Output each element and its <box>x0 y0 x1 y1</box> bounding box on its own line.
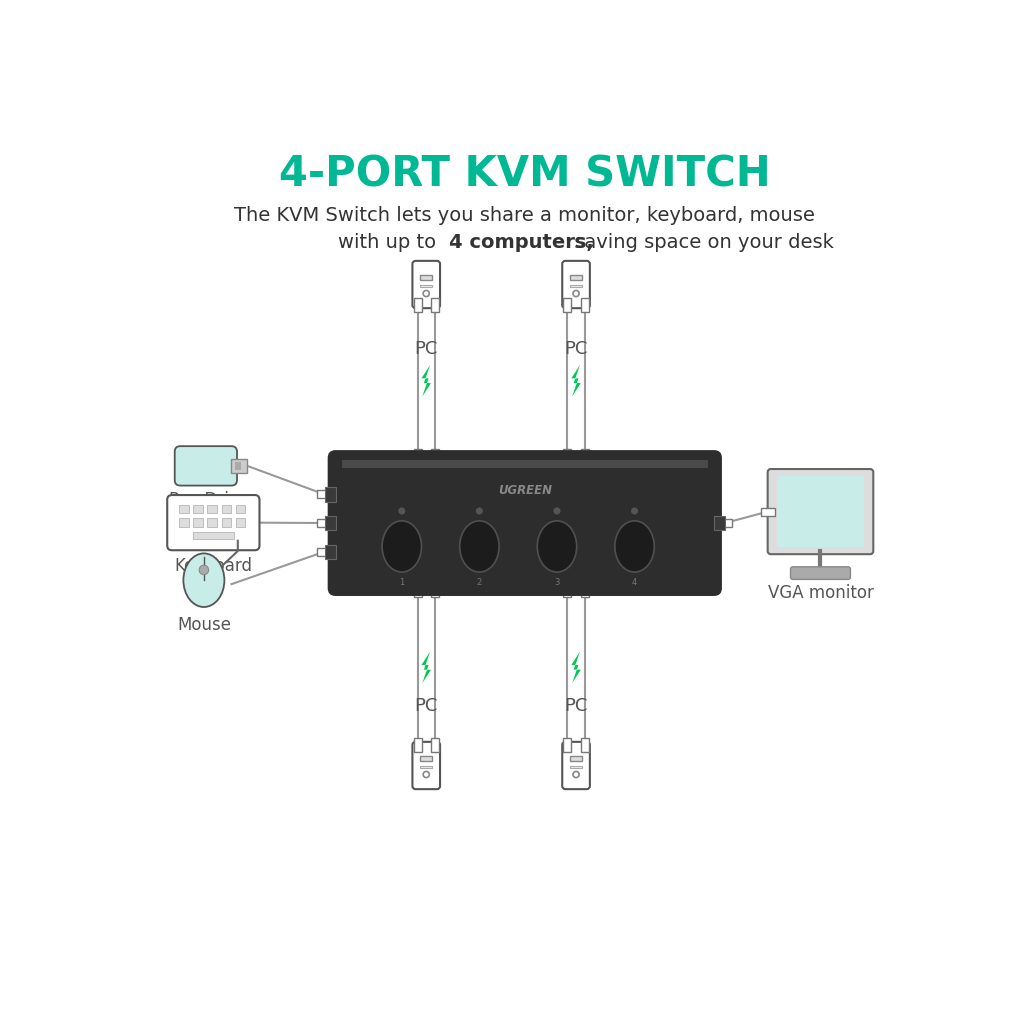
Text: VGA monitor: VGA monitor <box>768 584 873 602</box>
Polygon shape <box>422 365 431 396</box>
Bar <box>570 756 582 761</box>
Bar <box>414 298 422 312</box>
Circle shape <box>476 508 483 514</box>
FancyBboxPatch shape <box>328 451 722 596</box>
Bar <box>761 508 775 515</box>
FancyBboxPatch shape <box>562 261 590 308</box>
Ellipse shape <box>614 521 654 572</box>
FancyBboxPatch shape <box>562 741 590 790</box>
Bar <box>414 583 422 597</box>
Bar <box>581 450 589 464</box>
Circle shape <box>573 291 580 297</box>
Bar <box>581 298 589 312</box>
Bar <box>570 766 582 768</box>
Bar <box>777 476 864 547</box>
Bar <box>431 450 439 464</box>
Ellipse shape <box>382 521 422 572</box>
Bar <box>414 450 422 464</box>
Ellipse shape <box>538 521 577 572</box>
Bar <box>234 462 241 470</box>
Ellipse shape <box>183 553 224 607</box>
Text: saving space on your desk: saving space on your desk <box>568 233 834 252</box>
Text: 3: 3 <box>554 579 560 587</box>
Text: Pen Drive: Pen Drive <box>169 490 250 509</box>
Text: PC: PC <box>564 340 588 358</box>
Text: PC: PC <box>415 697 438 716</box>
Bar <box>581 583 589 597</box>
Text: 4: 4 <box>632 579 637 587</box>
Bar <box>563 583 571 597</box>
FancyBboxPatch shape <box>167 495 259 550</box>
Bar <box>718 519 732 527</box>
Ellipse shape <box>460 521 499 572</box>
Text: 2: 2 <box>477 579 482 587</box>
Bar <box>563 450 571 464</box>
FancyBboxPatch shape <box>768 469 873 554</box>
Text: 4 computers,: 4 computers, <box>450 233 594 252</box>
Text: Mouse: Mouse <box>177 616 230 634</box>
Bar <box>421 756 432 761</box>
Bar <box>431 298 439 312</box>
Bar <box>325 516 336 530</box>
FancyBboxPatch shape <box>413 741 440 790</box>
Bar <box>570 285 582 287</box>
Bar <box>414 738 422 752</box>
Bar <box>179 505 188 513</box>
Bar <box>221 518 231 526</box>
Bar <box>194 505 203 513</box>
Bar <box>431 738 439 752</box>
Bar <box>236 518 246 526</box>
Text: The KVM Switch lets you share a monitor, keyboard, mouse: The KVM Switch lets you share a monitor,… <box>234 207 815 225</box>
Bar <box>325 487 336 502</box>
Circle shape <box>553 508 560 514</box>
Polygon shape <box>571 365 581 396</box>
Bar <box>317 490 332 499</box>
Bar <box>194 518 203 526</box>
Text: PC: PC <box>564 697 588 716</box>
Bar <box>714 516 725 530</box>
Text: with up to: with up to <box>338 233 442 252</box>
Circle shape <box>423 291 429 297</box>
Bar <box>179 518 188 526</box>
FancyBboxPatch shape <box>175 446 237 485</box>
Text: 1: 1 <box>399 579 404 587</box>
Bar <box>421 766 432 768</box>
Bar <box>421 285 432 287</box>
Text: UGREEN: UGREEN <box>498 484 552 497</box>
Bar <box>236 505 246 513</box>
Bar <box>208 505 217 513</box>
Bar <box>570 275 582 280</box>
Bar <box>317 519 332 527</box>
Bar <box>581 738 589 752</box>
FancyBboxPatch shape <box>791 567 851 580</box>
Bar <box>317 548 332 556</box>
Bar <box>193 532 233 540</box>
Bar <box>221 505 231 513</box>
Polygon shape <box>422 651 431 683</box>
Bar <box>421 275 432 280</box>
Bar <box>563 738 571 752</box>
Circle shape <box>423 771 429 777</box>
Bar <box>208 518 217 526</box>
Circle shape <box>398 508 406 514</box>
Circle shape <box>573 771 580 777</box>
Polygon shape <box>571 651 581 683</box>
Text: 4-PORT KVM SWITCH: 4-PORT KVM SWITCH <box>279 154 771 196</box>
FancyBboxPatch shape <box>413 261 440 308</box>
Circle shape <box>199 565 209 574</box>
Text: Keyboard: Keyboard <box>174 557 252 575</box>
Bar <box>342 460 708 468</box>
Text: PC: PC <box>415 340 438 358</box>
Bar <box>431 583 439 597</box>
Bar <box>231 459 247 473</box>
Circle shape <box>631 508 638 514</box>
Bar <box>563 298 571 312</box>
Bar <box>325 545 336 559</box>
